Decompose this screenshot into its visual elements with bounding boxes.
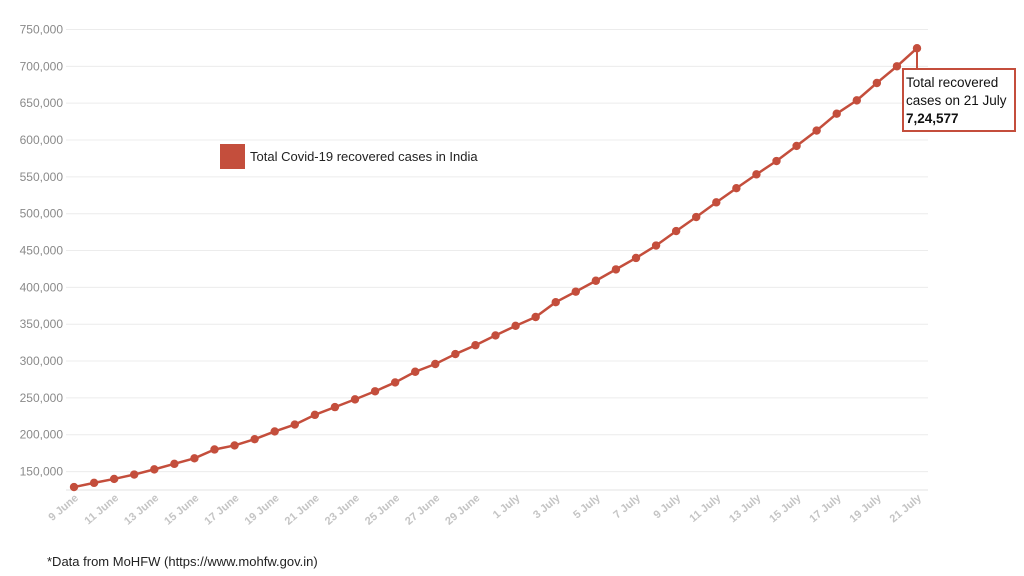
x-tick-label: 29 June	[443, 492, 482, 528]
data-point	[692, 212, 701, 222]
y-tick-label: 200,000	[20, 428, 64, 442]
data-point	[451, 349, 460, 359]
data-point	[611, 265, 621, 274]
data-point	[210, 445, 219, 454]
y-tick-label: 300,000	[20, 354, 64, 368]
data-point	[852, 96, 861, 105]
x-tick-label: 3 July	[531, 492, 563, 522]
data-point	[671, 226, 681, 236]
data-point	[792, 141, 801, 151]
x-tick-label: 9 June	[47, 492, 81, 524]
data-point	[109, 474, 119, 484]
callout-box	[902, 68, 1016, 132]
callout-value: 7,24,577	[906, 111, 959, 126]
data-point	[511, 321, 520, 331]
data-point	[290, 420, 299, 429]
y-tick-label: 600,000	[20, 133, 64, 147]
data-points	[69, 44, 922, 492]
data-point	[712, 198, 721, 207]
data-point	[69, 482, 79, 492]
y-tick-label: 750,000	[20, 23, 64, 37]
data-point	[130, 470, 139, 479]
data-point	[370, 387, 380, 396]
x-tick-label: 27 June	[403, 492, 442, 528]
source-footnote: *Data from MoHFW (https://www.mohfw.gov.…	[47, 554, 318, 569]
x-tick-label: 23 June	[323, 492, 362, 528]
y-tick-label: 700,000	[20, 59, 64, 73]
data-point	[872, 78, 882, 88]
data-point	[531, 312, 540, 322]
x-axis-tick-labels: 9 June 11 June 13 June 15 June 17 June 19 Jun…	[47, 492, 925, 528]
legend: Total Covid-19 recovered cases in India	[220, 144, 478, 169]
x-tick-label: 5 July	[571, 492, 603, 522]
x-tick-label: 17 July	[807, 492, 844, 526]
legend-swatch	[220, 144, 245, 169]
callout-line-2: cases on 21 July	[906, 93, 1007, 108]
x-tick-label: 9 July	[651, 492, 683, 522]
x-tick-label: 25 June	[363, 492, 402, 528]
legend-label: Total Covid-19 recovered cases in India	[250, 149, 478, 164]
y-axis-tick-labels: 150,000 200,000 250,000 300,000 350,000 400,0…	[20, 23, 64, 479]
x-tick-label: 19 July	[847, 492, 884, 526]
grid-lines	[66, 29, 928, 473]
callout-annotation: Total recovered cases on 21 July 7,24,57…	[902, 48, 1016, 132]
data-point	[330, 402, 340, 412]
data-point	[250, 434, 259, 444]
data-point	[350, 395, 360, 404]
data-point	[270, 427, 279, 436]
y-tick-label: 350,000	[20, 317, 64, 331]
y-tick-label: 400,000	[20, 280, 64, 294]
data-point	[571, 287, 580, 296]
x-tick-label: 17 June	[202, 492, 241, 528]
callout-line-1: Total recovered	[906, 75, 998, 90]
x-tick-label: 13 July	[727, 492, 764, 526]
data-point	[190, 454, 199, 463]
data-point	[230, 441, 239, 450]
x-tick-label: 21 June	[283, 492, 322, 528]
data-point	[170, 459, 179, 469]
data-point	[892, 62, 902, 71]
data-point	[772, 156, 781, 166]
y-tick-label: 550,000	[20, 170, 64, 184]
series-line	[73, 47, 918, 489]
x-tick-label: 13 June	[122, 492, 161, 528]
y-tick-label: 500,000	[20, 207, 64, 221]
data-point	[752, 170, 761, 179]
data-point	[150, 465, 159, 474]
data-point	[832, 109, 841, 118]
x-tick-label: 7 July	[611, 492, 643, 522]
y-tick-label: 450,000	[20, 244, 64, 258]
y-tick-label: 650,000	[20, 96, 64, 110]
data-point	[551, 297, 560, 307]
x-tick-label: 21 July	[888, 492, 925, 526]
x-tick-label: 11 July	[687, 492, 723, 525]
data-point	[491, 331, 500, 340]
data-point	[431, 359, 440, 369]
x-tick-label: 15 July	[767, 492, 804, 526]
data-point	[651, 241, 661, 250]
data-point	[812, 126, 821, 135]
data-point	[89, 478, 99, 488]
x-tick-label: 1 July	[491, 492, 523, 522]
x-tick-label: 11 June	[82, 492, 121, 527]
data-point	[390, 378, 400, 387]
y-tick-label: 150,000	[20, 465, 64, 479]
data-point	[411, 367, 420, 376]
data-point	[310, 410, 320, 420]
x-tick-label: 15 June	[162, 492, 201, 528]
data-point	[471, 341, 480, 350]
data-point	[631, 253, 641, 263]
y-tick-label: 250,000	[20, 391, 64, 405]
data-point	[732, 184, 741, 193]
x-tick-label: 19 June	[243, 492, 282, 528]
series-recovered-cases	[69, 44, 922, 492]
data-point	[591, 276, 601, 285]
